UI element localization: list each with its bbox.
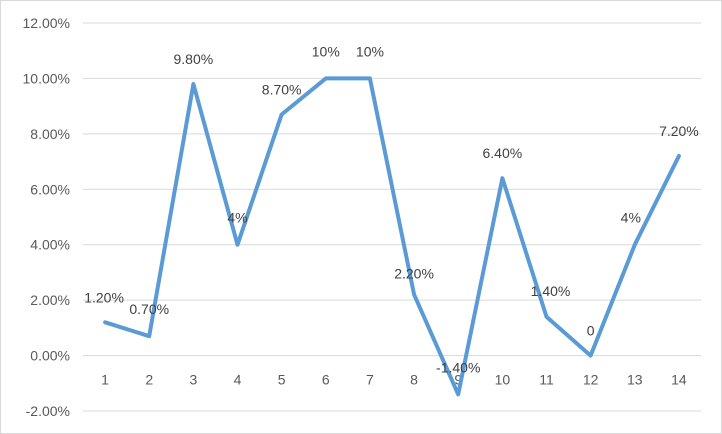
data-label: 7.20% bbox=[659, 123, 699, 139]
data-labels: 1.20% 0.70% 9.80% 4% 8.70% 10% 10% 2.20% -1.40% 6… bbox=[84, 43, 699, 375]
x-tick-label: 14 bbox=[671, 372, 687, 388]
y-tick-label: -2.00% bbox=[26, 403, 70, 419]
y-tick-label: 8.00% bbox=[30, 126, 70, 142]
y-tick-label: 0.00% bbox=[30, 348, 70, 364]
y-tick-label: 6.00% bbox=[30, 181, 70, 197]
y-tick-label: 10.00% bbox=[23, 70, 70, 86]
x-tick-label: 9 bbox=[454, 372, 462, 388]
x-tick-label: 12 bbox=[583, 372, 599, 388]
y-axis-tick-labels: -2.00% 0.00% 2.00% 4.00% 6.00% 8.00% 10.00% 12.… bbox=[23, 15, 70, 419]
gridlines bbox=[83, 22, 701, 412]
x-tick-label: 6 bbox=[322, 372, 330, 388]
x-tick-label: 8 bbox=[410, 372, 418, 388]
data-label: 1.20% bbox=[84, 289, 124, 305]
series-layer bbox=[103, 76, 681, 397]
y-tick-label: 12.00% bbox=[23, 15, 70, 31]
x-tick-label: 4 bbox=[234, 372, 242, 388]
data-label: 10% bbox=[356, 43, 384, 59]
x-tick-label: 5 bbox=[278, 372, 286, 388]
data-label: 6.40% bbox=[483, 145, 523, 161]
data-label: 4% bbox=[621, 210, 641, 226]
y-tick-label: 2.00% bbox=[30, 292, 70, 308]
data-label: 8.70% bbox=[262, 81, 302, 97]
data-label: 0.70% bbox=[129, 301, 169, 317]
data-label: 1.40% bbox=[531, 283, 571, 299]
x-tick-label: 7 bbox=[366, 372, 374, 388]
series-line bbox=[103, 76, 681, 397]
data-label: -1.40% bbox=[436, 359, 480, 375]
y-tick-label: 4.00% bbox=[30, 237, 70, 253]
data-label: 10% bbox=[312, 43, 340, 59]
x-tick-label: 13 bbox=[627, 372, 643, 388]
data-label: 0 bbox=[587, 323, 595, 339]
x-tick-label: 10 bbox=[495, 372, 511, 388]
x-tick-label: 3 bbox=[189, 372, 197, 388]
x-tick-label: 1 bbox=[101, 372, 109, 388]
data-label: 2.20% bbox=[394, 266, 434, 282]
x-tick-label: 11 bbox=[539, 372, 554, 388]
data-label: 9.80% bbox=[174, 51, 214, 67]
data-label: 4% bbox=[227, 210, 247, 226]
x-tick-label: 2 bbox=[145, 372, 153, 388]
x-axis-tick-labels: 1 2 3 4 5 6 7 8 9 10 11 12 13 14 bbox=[101, 372, 687, 388]
